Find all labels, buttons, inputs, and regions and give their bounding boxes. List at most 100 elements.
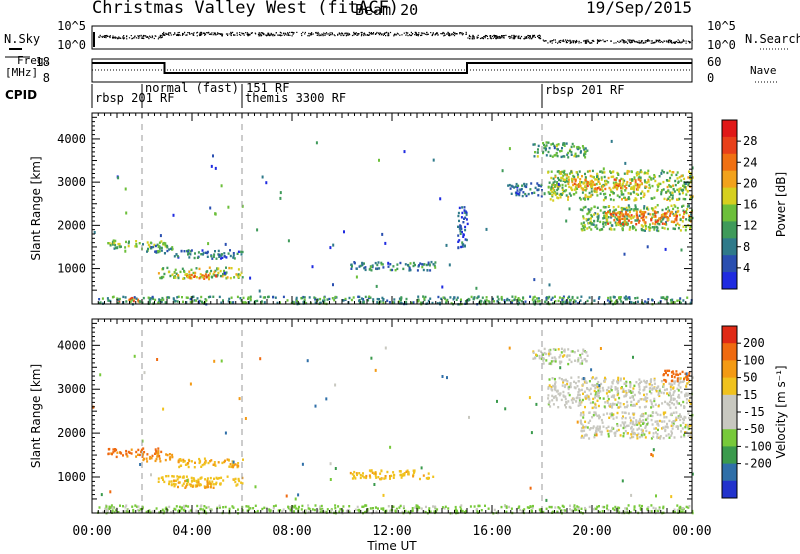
velocity-cell (664, 369, 667, 373)
velocity-cell (500, 505, 503, 509)
nsky-point (456, 33, 458, 35)
power-cell (628, 228, 631, 231)
power-cell (343, 230, 345, 234)
power-cell (116, 246, 119, 249)
velocity-cell (642, 419, 645, 422)
power-cell (573, 145, 576, 148)
power-cell (640, 170, 643, 174)
power-cell (595, 182, 598, 186)
nsky-point (131, 38, 133, 40)
velocity-cell (252, 507, 255, 510)
nsky-point (543, 40, 545, 42)
velocity-cell (668, 419, 671, 423)
power-cell (230, 267, 233, 270)
power-cell (282, 295, 285, 299)
power-colorbar-tick-label: 12 (743, 219, 757, 233)
velocity-cell (635, 381, 638, 384)
power-cell (520, 300, 523, 303)
power-cell (245, 302, 248, 305)
nsky-point (688, 41, 691, 43)
nsky-point (602, 39, 604, 41)
velocity-cell (574, 508, 577, 512)
power-cell (571, 188, 573, 192)
nsky-point (168, 32, 170, 34)
power-cell (680, 174, 683, 178)
nsky-point (524, 38, 526, 40)
power-cell (191, 295, 194, 299)
power-cell (358, 301, 361, 304)
velocity-cell (168, 482, 170, 486)
velocity-cell (543, 347, 546, 351)
velocity-cell (213, 461, 216, 464)
power-cell (685, 193, 688, 196)
velocity-cell (313, 508, 316, 512)
power-cell (550, 170, 553, 173)
velocity-cell (579, 400, 582, 403)
velocity-cell (420, 507, 423, 510)
power-cell (666, 185, 669, 189)
velocity-cell (233, 478, 236, 481)
velocity-cell (614, 505, 617, 509)
velocity-cell (570, 398, 573, 402)
velocity-cell (625, 391, 628, 395)
velocity-cell (145, 457, 148, 460)
velocity-cell (663, 378, 666, 382)
velocity-cell (110, 506, 113, 509)
nsky-point (397, 33, 399, 35)
power-cell (547, 186, 550, 189)
power-cell (652, 177, 655, 180)
power-cell (561, 170, 564, 173)
velocity-cell (580, 411, 583, 415)
velocity-cell (293, 505, 296, 508)
power-cell (214, 212, 217, 216)
power-cell (665, 297, 668, 300)
power-cell (220, 301, 223, 304)
velocity-cell (603, 378, 606, 381)
nsky-point (388, 34, 390, 37)
nsky-point (321, 33, 323, 35)
power-cell (552, 142, 554, 145)
velocity-cell (240, 481, 243, 484)
nsky-point (547, 42, 549, 44)
velocity-cell (301, 462, 304, 466)
nsky-point (642, 42, 644, 44)
nsky-point (674, 42, 676, 44)
velocity-cell (580, 388, 583, 392)
nsky-point (423, 33, 425, 35)
velocity-cell (554, 381, 557, 384)
power-cell (272, 296, 274, 299)
velocity-cell (165, 453, 168, 456)
velocity-cell (413, 470, 416, 474)
power-cell (579, 178, 582, 181)
power-cell (636, 216, 639, 219)
velocity-cell (124, 509, 127, 513)
power-cell (589, 185, 592, 188)
nsky-point (461, 32, 463, 34)
power-cell (581, 224, 584, 228)
velocity-cell (589, 392, 592, 396)
power-cell (552, 186, 555, 190)
power-cell (582, 197, 585, 200)
velocity-cell (615, 403, 618, 406)
power-cell (644, 211, 647, 214)
velocity-cell (254, 511, 257, 514)
power-cell (160, 298, 163, 302)
nsky-point (240, 34, 242, 36)
nsky-point (510, 36, 512, 38)
velocity-cell (200, 465, 203, 468)
power-cell (676, 188, 679, 192)
velocity-cell (646, 417, 649, 420)
power-cell (389, 268, 392, 272)
velocity-cell (154, 448, 157, 451)
nsky-point (683, 40, 685, 42)
velocity-cell (614, 386, 617, 389)
nsky-point (505, 34, 507, 36)
velocity-cell (635, 402, 638, 406)
nsky-point (249, 34, 251, 36)
power-cell (602, 198, 605, 202)
velocity-cell (460, 508, 463, 511)
nsky-point (145, 36, 147, 38)
power-cell (580, 227, 583, 231)
velocity-cell (218, 476, 221, 480)
velocity-cell (375, 476, 378, 479)
